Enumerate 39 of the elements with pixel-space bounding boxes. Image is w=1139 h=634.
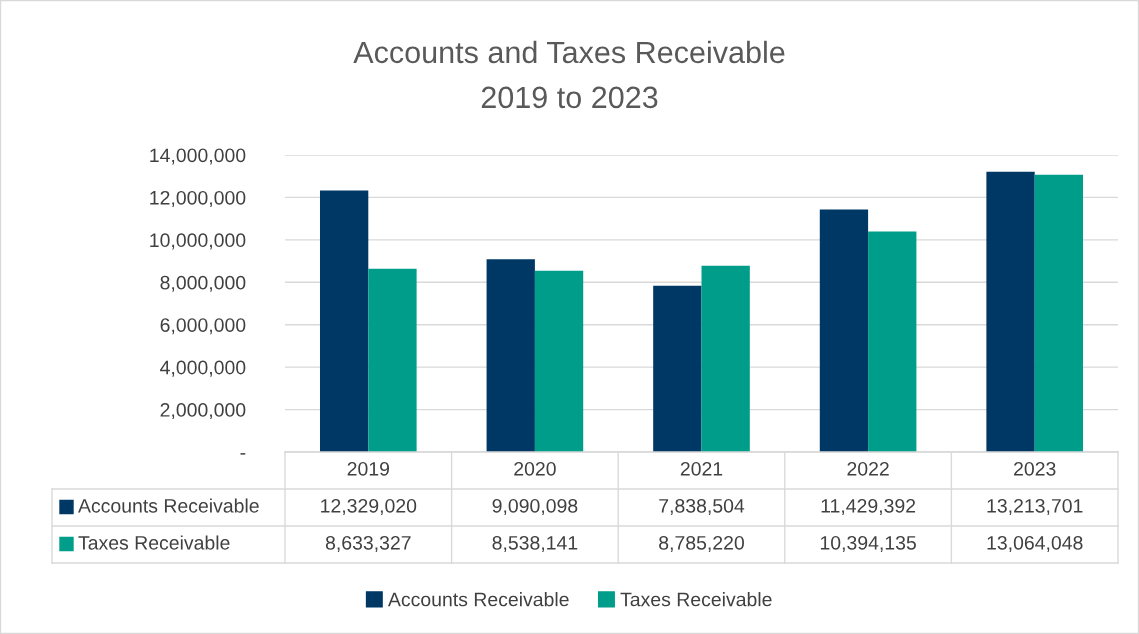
bar bbox=[819, 209, 869, 452]
bar bbox=[868, 231, 917, 452]
bar bbox=[319, 190, 369, 452]
data-label: 11,429,392 bbox=[821, 498, 916, 516]
x-tick-label: 2021 bbox=[680, 461, 723, 476]
chart-title: Accounts and Taxes Receivable bbox=[353, 40, 785, 64]
y-tick-label: 12,000,000 bbox=[150, 190, 246, 207]
y-tick-label: 10,000,000 bbox=[150, 233, 246, 250]
data-label: 7,838,504 bbox=[659, 498, 745, 516]
bar bbox=[701, 265, 750, 452]
text: Accounts Receivable bbox=[387, 592, 569, 607]
bar bbox=[534, 270, 584, 452]
legend-label: Taxes Receivable bbox=[620, 592, 772, 607]
bar bbox=[368, 268, 417, 452]
y-tick-label: - bbox=[240, 453, 246, 455]
y-tick-label: 2,000,000 bbox=[160, 403, 246, 420]
data-label: 10,394,135 bbox=[820, 535, 916, 553]
bar bbox=[653, 285, 702, 452]
data-label: 8,633,327 bbox=[325, 535, 411, 553]
y-tick-label: 14,000,000 bbox=[150, 148, 246, 165]
x-tick-label: 2022 bbox=[847, 461, 889, 476]
y-tick-label: 4,000,000 bbox=[160, 360, 246, 377]
chart-subtitle: 2019 to 2023 bbox=[481, 86, 658, 109]
bar bbox=[1034, 174, 1084, 452]
x-tick-label: 2020 bbox=[514, 461, 556, 476]
data-label: 8,785,220 bbox=[659, 535, 744, 553]
data-label: 8,538,141 bbox=[492, 535, 578, 553]
legend-label: Accounts Receivable bbox=[78, 498, 259, 513]
data-label: 13,213,701 bbox=[987, 498, 1083, 516]
x-tick-label: 2019 bbox=[347, 461, 390, 476]
bar bbox=[486, 259, 535, 452]
data-label: 9,090,098 bbox=[492, 498, 578, 516]
bar bbox=[986, 171, 1035, 452]
text: Taxes Receivable bbox=[78, 535, 230, 550]
x-tick-label: 2023 bbox=[1014, 461, 1056, 476]
y-tick-label: 6,000,000 bbox=[160, 318, 246, 335]
data-label: 12,329,020 bbox=[321, 498, 417, 516]
data-label: 13,064,048 bbox=[987, 535, 1083, 553]
y-tick-label: 8,000,000 bbox=[160, 275, 246, 292]
